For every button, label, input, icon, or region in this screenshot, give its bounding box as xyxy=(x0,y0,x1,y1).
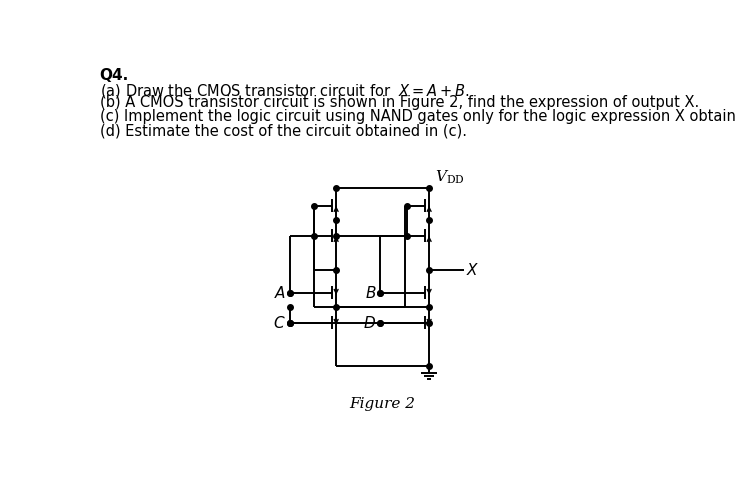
Text: (d) Estimate the cost of the circuit obtained in (c).: (d) Estimate the cost of the circuit obt… xyxy=(100,123,467,138)
Text: $D$: $D$ xyxy=(364,315,376,331)
Text: $C$: $C$ xyxy=(273,315,286,331)
Text: Q4.: Q4. xyxy=(100,68,129,83)
Text: Figure 2: Figure 2 xyxy=(350,397,416,411)
Text: $V_{\rm DD}$: $V_{\rm DD}$ xyxy=(435,169,465,186)
Text: (b) A CMOS transistor circuit is shown in Figure 2, find the expression of outpu: (b) A CMOS transistor circuit is shown i… xyxy=(100,95,699,111)
Text: $B$: $B$ xyxy=(365,285,376,301)
Text: $A$: $A$ xyxy=(274,285,286,301)
Text: (a) Draw the CMOS transistor circuit for  $X = A + B$.: (a) Draw the CMOS transistor circuit for… xyxy=(100,81,470,99)
Text: X: X xyxy=(467,262,477,278)
Text: (c) Implement the logic circuit using NAND gates only for the logic expression X: (c) Implement the logic circuit using NA… xyxy=(100,109,736,124)
